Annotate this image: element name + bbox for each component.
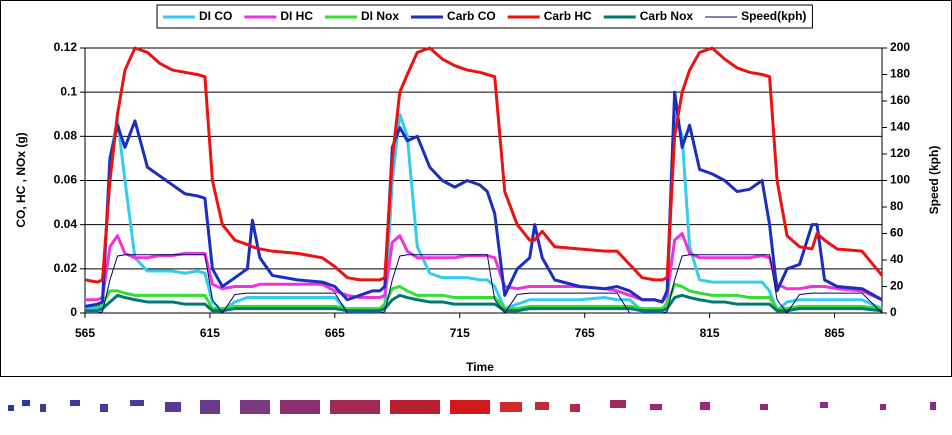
y2-tick-label: 200 xyxy=(890,40,910,54)
legend-label: Carb CO xyxy=(447,9,496,23)
y2-tick-label: 20 xyxy=(890,279,904,293)
y-tick-label: 0.06 xyxy=(54,173,78,187)
series-line xyxy=(84,90,883,308)
y2-tick-label: 120 xyxy=(890,146,910,160)
legend-label: DI Nox xyxy=(361,9,399,23)
series-line xyxy=(84,46,884,284)
y-tick-label: 0.08 xyxy=(54,129,78,143)
y2-tick-label: 0 xyxy=(890,305,897,319)
y2-tick-label: 180 xyxy=(890,67,910,81)
y2-tick-label: 60 xyxy=(890,226,904,240)
x-tick-label: 715 xyxy=(450,326,470,340)
y2-tick-label: 140 xyxy=(890,120,910,134)
x-tick-label: 615 xyxy=(200,326,220,340)
x-axis-label: Time xyxy=(466,360,494,374)
x-tick-label: 565 xyxy=(75,326,95,340)
series-line xyxy=(85,293,883,313)
y-tick-label: 0.12 xyxy=(54,40,78,54)
legend-box xyxy=(156,4,813,29)
y2-tick-label: 80 xyxy=(890,199,904,213)
y2-tick-label: 160 xyxy=(890,93,910,107)
x-tick-label: 815 xyxy=(700,326,720,340)
x-tick-label: 865 xyxy=(825,326,845,340)
y2-axis-label: Speed (kph) xyxy=(927,146,941,215)
legend-label: Carb Nox xyxy=(640,9,694,23)
y-tick-label: 0.04 xyxy=(54,217,78,231)
series-line xyxy=(85,254,883,314)
series-line xyxy=(85,282,883,311)
legend-label: Speed(kph) xyxy=(741,9,806,23)
x-tick-label: 665 xyxy=(325,326,345,340)
y-axis-label: CO, HC , NOx (g) xyxy=(14,132,28,227)
legend-label: Carb HC xyxy=(544,9,592,23)
y-tick-label: 0 xyxy=(70,305,77,319)
y2-tick-label: 100 xyxy=(890,173,910,187)
legend-label: DI HC xyxy=(280,9,313,23)
y-tick-label: 0.1 xyxy=(60,84,77,98)
legend-label: DI CO xyxy=(199,9,232,23)
decoration xyxy=(8,400,936,414)
x-tick-label: 765 xyxy=(575,326,595,340)
y-tick-label: 0.02 xyxy=(54,261,78,275)
series-line xyxy=(85,112,883,313)
y2-tick-label: 40 xyxy=(890,252,904,266)
series-line xyxy=(85,232,883,304)
